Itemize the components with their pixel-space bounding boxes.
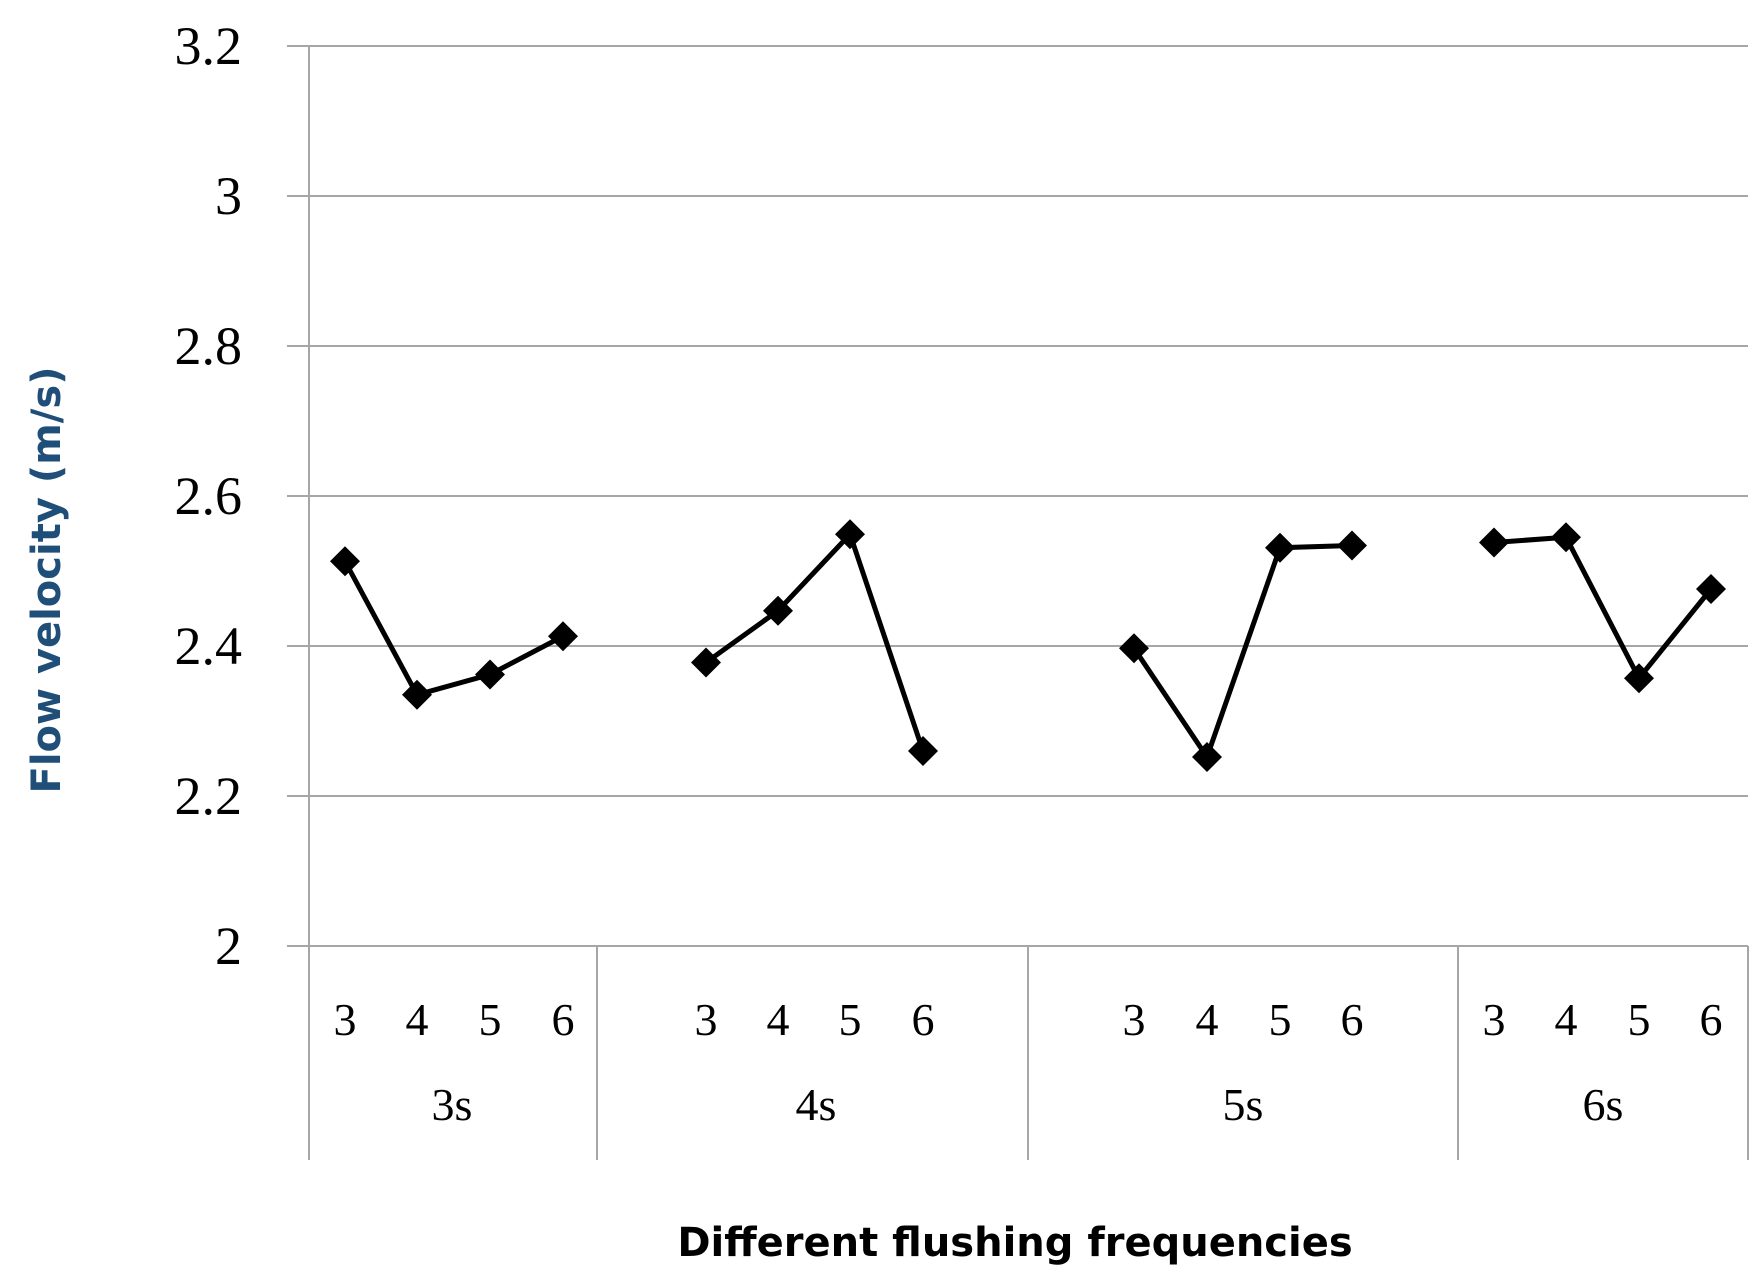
x-tick-label: 4 (767, 994, 790, 1045)
data-point-marker (1119, 633, 1149, 664)
data-point-marker (1337, 530, 1367, 561)
y-axis-title: Flow velocity (m/s) (24, 367, 70, 794)
y-tick-label: 2.4 (175, 616, 243, 676)
y-tick-labels: 3.2 3 2.8 2.6 2.4 2.2 2 (175, 16, 243, 976)
data-point-marker (1551, 522, 1581, 553)
x-tick-label: 4 (1555, 994, 1578, 1045)
x-tick-label: 6 (552, 994, 575, 1045)
data-point-marker (908, 736, 938, 766)
data-point-marker (835, 519, 865, 550)
x-tick-label: 3 (1123, 994, 1146, 1045)
group-label: 4s (796, 1079, 837, 1130)
y-tick-label: 2.6 (175, 466, 243, 526)
y-tick-label: 2.2 (175, 766, 243, 826)
y-tick-label: 3 (215, 166, 242, 226)
group-label: 3s (432, 1079, 473, 1130)
x-tick-label: 5 (1269, 994, 1292, 1045)
data-point-marker (475, 659, 505, 690)
y-tick-label: 2 (215, 916, 242, 976)
x-tick-label: 3 (695, 994, 718, 1045)
series-line-3s (342, 560, 565, 698)
data-point-marker (691, 647, 721, 678)
series-line-5s (1131, 543, 1353, 763)
x-axis-title: Different flushing frequencies (677, 1220, 1352, 1266)
data-point-marker (402, 679, 432, 710)
data-point-marker (330, 546, 360, 577)
x-tick-label: 3 (1483, 994, 1506, 1045)
x-tick-label: 5 (839, 994, 862, 1045)
series-layer (330, 519, 1726, 772)
y-tick-label: 3.2 (175, 16, 243, 76)
data-point-marker (763, 595, 793, 626)
x-tick-label: 6 (1341, 994, 1364, 1045)
data-point-marker (1696, 574, 1726, 604)
x-tick-label: 4 (1196, 994, 1219, 1045)
data-point-marker (1265, 532, 1295, 563)
group-label: 6s (1583, 1079, 1624, 1130)
series-line-4s (704, 529, 926, 752)
data-point-marker (548, 621, 578, 652)
grid-layer (287, 45, 1748, 1160)
x-tick-label: 4 (406, 994, 429, 1045)
data-point-marker (1624, 663, 1654, 694)
x-tick-label: 6 (912, 994, 935, 1045)
series-line-6s (1493, 534, 1713, 683)
data-point-marker (1192, 742, 1222, 772)
data-point-marker (1479, 527, 1509, 558)
x-tick-label: 3 (334, 994, 357, 1045)
x-tick-label: 5 (1628, 994, 1651, 1045)
group-label: 5s (1223, 1079, 1264, 1130)
x-tick-label: 6 (1700, 994, 1723, 1045)
y-tick-label: 2.8 (175, 316, 243, 376)
x-tick-label: 5 (479, 994, 502, 1045)
